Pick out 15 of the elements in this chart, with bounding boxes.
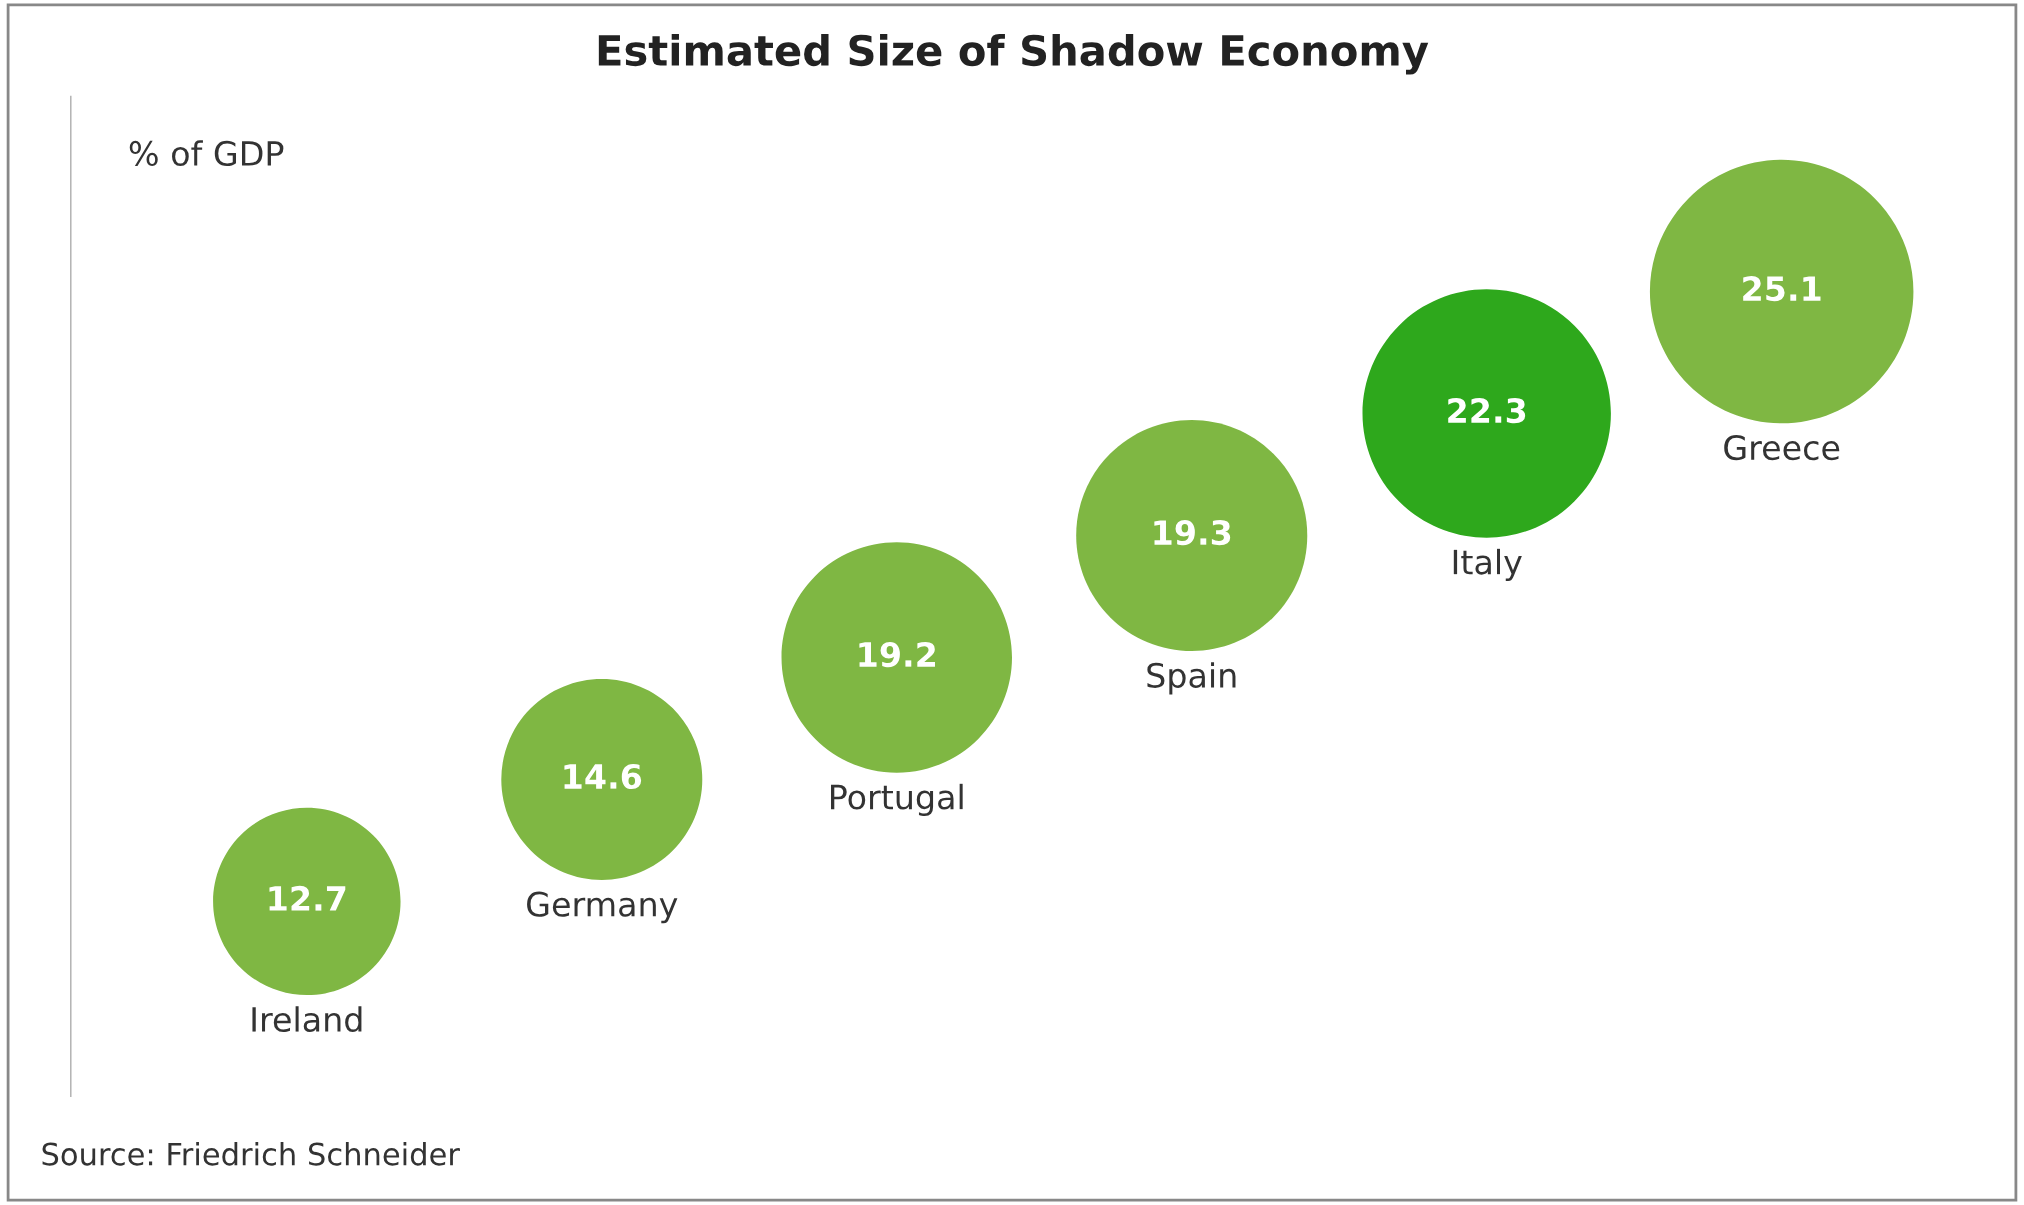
- text: % of GDP: [129, 140, 284, 167]
- category-label: Ireland: [252, 1006, 362, 1033]
- data-label: 19.3: [1154, 519, 1231, 546]
- data-label: 22.3: [1448, 397, 1526, 424]
- data-label: 14.6: [564, 763, 642, 790]
- source-note: Source: Friedrich Schneider: [42, 1142, 460, 1166]
- category-label: Italy: [1453, 548, 1522, 582]
- data-label: 19.2: [859, 641, 935, 668]
- category-label: Spain: [1147, 662, 1236, 695]
- data-label: 25.1: [1743, 276, 1821, 302]
- category-label: Germany: [527, 891, 678, 924]
- category-label: Greece: [1724, 435, 1840, 461]
- text: Estimated Size of Shadow Economy: [598, 33, 1429, 75]
- category-label: Portugal: [831, 783, 963, 817]
- data-label: 12.7: [269, 885, 346, 911]
